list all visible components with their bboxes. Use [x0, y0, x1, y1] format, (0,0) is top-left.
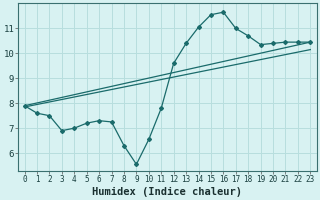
- X-axis label: Humidex (Indice chaleur): Humidex (Indice chaleur): [92, 186, 243, 197]
